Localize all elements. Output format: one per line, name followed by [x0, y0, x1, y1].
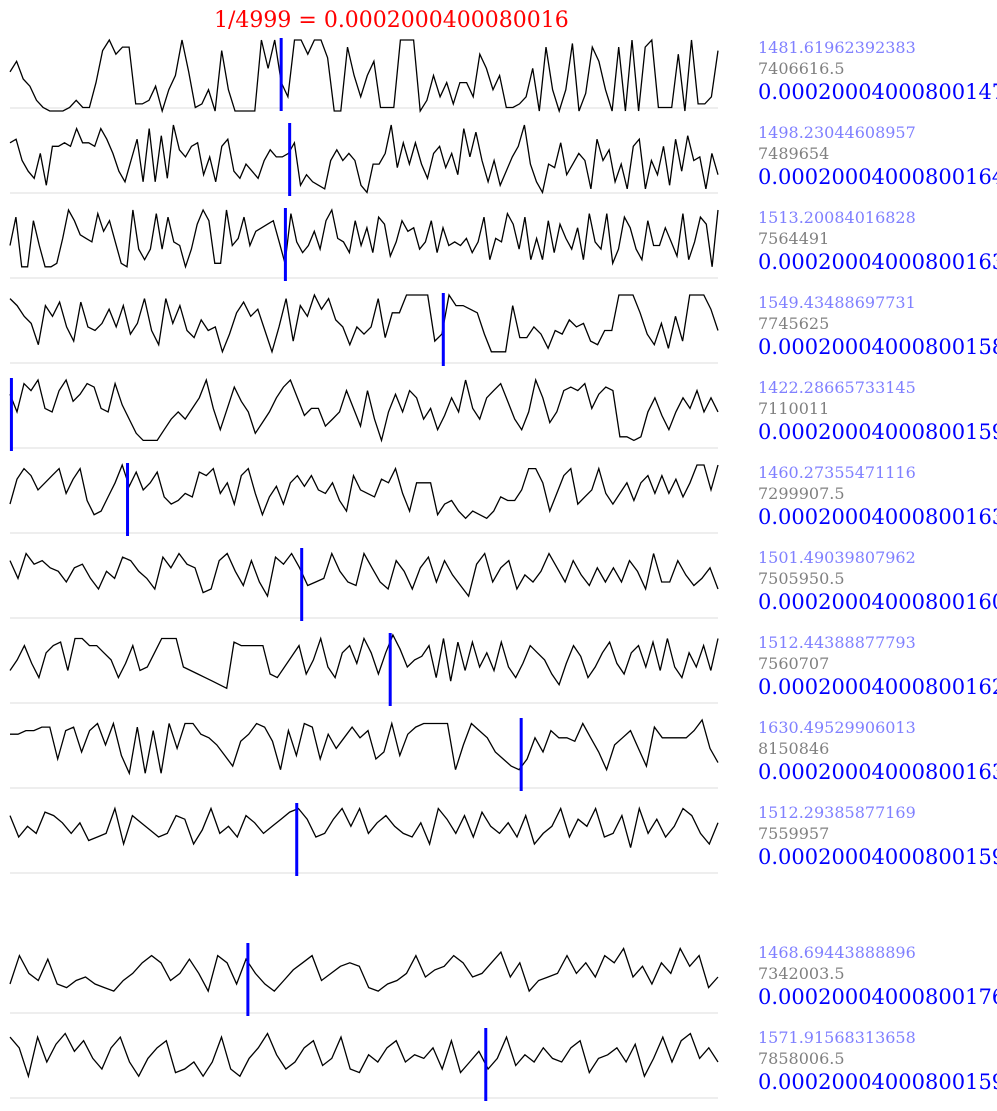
panel-label-group: 1549.43488697731 7745625 0.000200040008001…	[758, 292, 997, 360]
panel-label-group: 1460.27355471116 7299907.5 0.0002000400080…	[758, 462, 997, 530]
panel-label-group: 1512.29385877169 7559957 0.000200040008001…	[758, 802, 997, 870]
series-line	[9, 124, 719, 195]
label-b: 7745625	[758, 314, 830, 333]
label-c: 0.000200040008001761	[758, 985, 997, 1009]
series-line	[10, 718, 719, 776]
panel-1	[9, 38, 719, 114]
label-b: 7559957	[758, 824, 830, 843]
label-a: 1422.28665733145	[758, 378, 916, 397]
label-c: 0.000200040008001601	[758, 590, 997, 614]
label-b: 7564491	[758, 229, 830, 248]
panel-2	[9, 123, 719, 196]
series-line	[9, 633, 719, 690]
panel-9	[10, 718, 719, 791]
series-line	[9, 38, 719, 114]
label-c: 0.000200040008001598	[758, 420, 997, 444]
label-a: 1571.91568313658	[758, 1028, 916, 1047]
panel-5	[9, 377, 719, 451]
panel-12	[9, 1028, 719, 1101]
label-c: 0.000200040008001639	[758, 760, 997, 784]
label-b: 8150846	[758, 739, 830, 758]
label-a: 1501.49039807962	[758, 548, 916, 567]
chart-title: 1/4999 = 0.0002000400080016	[214, 8, 569, 33]
label-b: 7406616.5	[758, 59, 845, 78]
label-b: 7342003.5	[758, 964, 845, 983]
series-line	[9, 208, 719, 270]
label-c: 0.000200040008001589	[758, 335, 997, 359]
panel-label-group: 1512.44388877793 7560707 0.000200040008001…	[758, 632, 997, 700]
label-c: 0.000200040008001592	[758, 845, 997, 869]
series-line	[9, 1032, 719, 1079]
label-b: 7489654	[758, 144, 830, 163]
label-b: 7858006.5	[758, 1049, 845, 1068]
panel-11	[9, 943, 719, 1016]
label-a: 1512.44388877793	[758, 633, 916, 652]
label-a: 1512.29385877169	[758, 803, 916, 822]
label-a: 1481.61962392383	[758, 38, 916, 57]
panel-label-group: 1468.69443888896 7342003.5 0.0002000400080…	[758, 942, 997, 1010]
label-c: 0.00020004000800163	[758, 505, 997, 529]
series-line	[9, 293, 719, 355]
label-c: 0.000200040008001633	[758, 250, 997, 274]
label-c: 0.000200040008001472	[758, 80, 997, 104]
panel-4	[9, 293, 719, 366]
panel-label-group: 1501.49039807962 7505950.5 0.0002000400080…	[758, 547, 997, 615]
label-b: 7110011	[758, 399, 830, 418]
label-a: 1468.69443888896	[758, 943, 916, 962]
series-line	[9, 463, 719, 520]
series-line	[9, 377, 719, 443]
panel-10	[9, 803, 719, 876]
panel-label-group: 1498.23044608957 7489654 0.000200040008001…	[758, 122, 997, 190]
panel-3	[9, 208, 719, 281]
panel-7	[9, 548, 719, 621]
label-a: 1549.43488697731	[758, 293, 916, 312]
series-line	[9, 946, 719, 993]
label-c: 0.000200040008001624	[758, 675, 997, 699]
panel-label-group: 1422.28665733145 7110011 0.000200040008001…	[758, 377, 997, 445]
label-a: 1513.20084016828	[758, 208, 916, 227]
label-c: 0.000200040008001594	[758, 1070, 997, 1094]
panel-label-group: 1571.91568313658 7858006.5 0.0002000400080…	[758, 1027, 997, 1095]
series-line	[9, 551, 719, 598]
label-a: 1630.49529906013	[758, 718, 916, 737]
label-c: 0.000200040008001647	[758, 165, 997, 189]
label-a: 1460.27355471116	[758, 463, 916, 482]
panel-6	[9, 463, 719, 536]
panel-label-group: 1513.20084016828 7564491 0.000200040008001…	[758, 207, 997, 275]
series-line	[9, 806, 719, 848]
panel-label-group: 1630.49529906013 8150846 0.000200040008001…	[758, 717, 997, 785]
label-a: 1498.23044608957	[758, 123, 916, 142]
label-b: 7560707	[758, 654, 830, 673]
label-b: 7505950.5	[758, 569, 845, 588]
panel-label-group: 1481.61962392383 7406616.5 0.0002000400080…	[758, 37, 997, 105]
label-b: 7299907.5	[758, 484, 845, 503]
panel-8	[9, 633, 719, 706]
